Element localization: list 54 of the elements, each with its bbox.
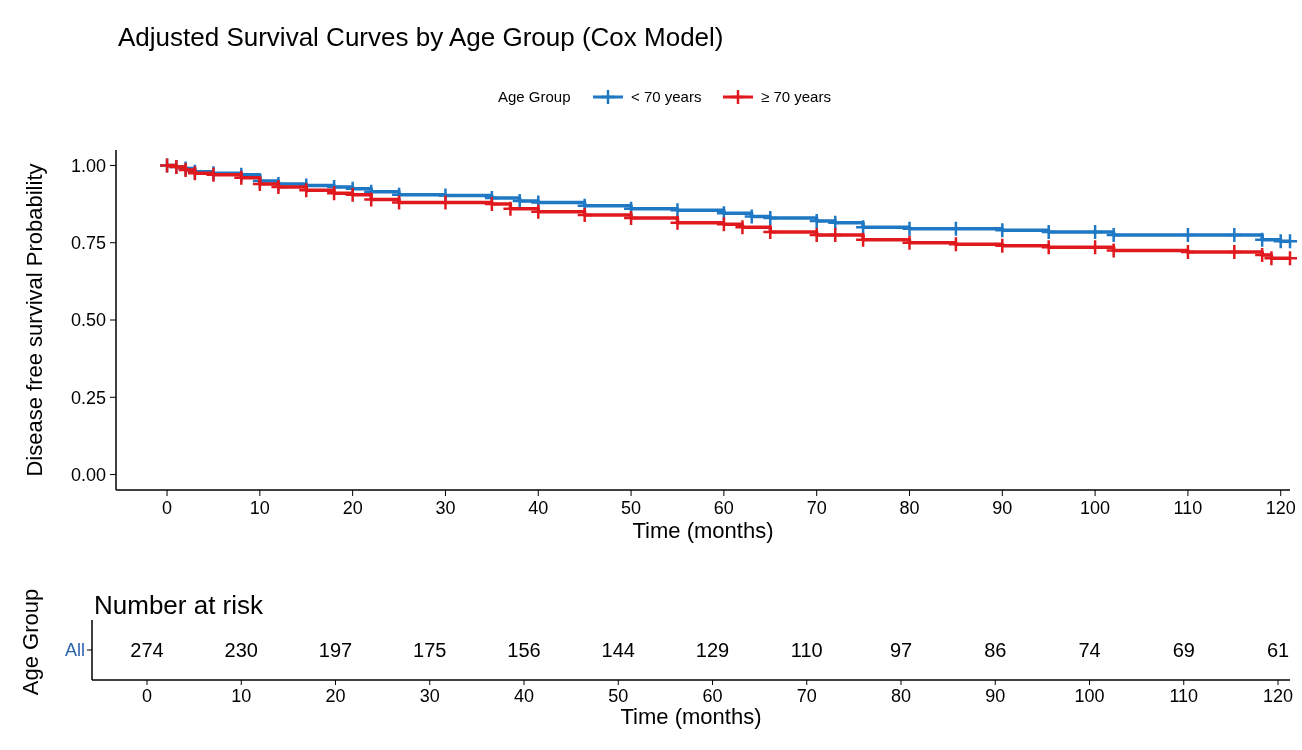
data-label: 69 — [1172, 639, 1195, 661]
x-tick-label: 90 — [992, 498, 1013, 518]
x-tick-label: 20 — [342, 498, 363, 518]
x-tick-label: 50 — [621, 498, 642, 518]
legend-title: Age Group — [498, 88, 571, 105]
x-tick-label: 120 — [1265, 498, 1296, 518]
legend-label: ≥ 70 years — [761, 88, 831, 105]
data-label: 156 — [507, 639, 541, 661]
y-tick-label: 1.00 — [70, 155, 106, 176]
x-tick-label: 80 — [890, 686, 912, 706]
x-tick-label: 90 — [985, 686, 1006, 706]
data-label: 86 — [984, 639, 1007, 661]
data-label: 230 — [224, 639, 258, 661]
data-label: 144 — [601, 639, 635, 661]
y-axis-title: Disease free survival Probability — [22, 163, 47, 477]
x-tick-label: 100 — [1080, 498, 1111, 518]
x-axis-title: Time (months) — [620, 704, 762, 729]
x-tick-label: 70 — [806, 498, 827, 518]
x-tick-label: 10 — [249, 498, 270, 518]
data-label: 129 — [695, 639, 730, 661]
y-tick-label: 0.25 — [70, 387, 106, 408]
x-tick-label: 40 — [528, 498, 549, 518]
data-label: 74 — [1078, 639, 1101, 661]
x-tick-label: 30 — [435, 498, 456, 518]
y-axis-title: Age Group — [18, 588, 43, 696]
y-tick-label: All — [64, 640, 85, 661]
chart-title: Adjusted Survival Curves by Age Group (Cox Model) — [118, 22, 724, 52]
data-label: 274 — [130, 639, 164, 661]
x-tick-label: 40 — [513, 686, 535, 706]
data-label: 197 — [318, 639, 353, 661]
y-tick-label: 0.75 — [70, 233, 106, 254]
x-axis-title: Time (months) — [632, 518, 774, 543]
x-tick-label: 120 — [1262, 686, 1294, 706]
data-label: 175 — [413, 639, 447, 661]
x-tick-label: 70 — [796, 686, 817, 706]
x-tick-label: 60 — [713, 498, 734, 518]
y-tick-label: 0.00 — [70, 464, 106, 485]
x-tick-label: 100 — [1074, 686, 1105, 706]
x-tick-label: 20 — [325, 686, 346, 706]
x-tick-label: 60 — [702, 686, 723, 706]
data-label: 97 — [889, 639, 913, 661]
chart-title: Number at risk — [94, 590, 265, 620]
x-tick-label: 50 — [608, 686, 629, 706]
x-tick-label: 30 — [419, 686, 440, 706]
x-tick-label: 80 — [899, 498, 920, 518]
data-label: 61 — [1266, 639, 1290, 661]
x-tick-label: 10 — [231, 686, 252, 706]
data-label: 110 — [790, 639, 823, 661]
y-tick-label: 0.50 — [70, 310, 106, 331]
x-tick-label: 110 — [1173, 498, 1203, 518]
x-tick-label: 0 — [141, 686, 153, 706]
x-tick-label: 0 — [162, 498, 173, 518]
x-tick-label: 110 — [1169, 686, 1199, 706]
legend-label: < 70 years — [631, 88, 702, 105]
